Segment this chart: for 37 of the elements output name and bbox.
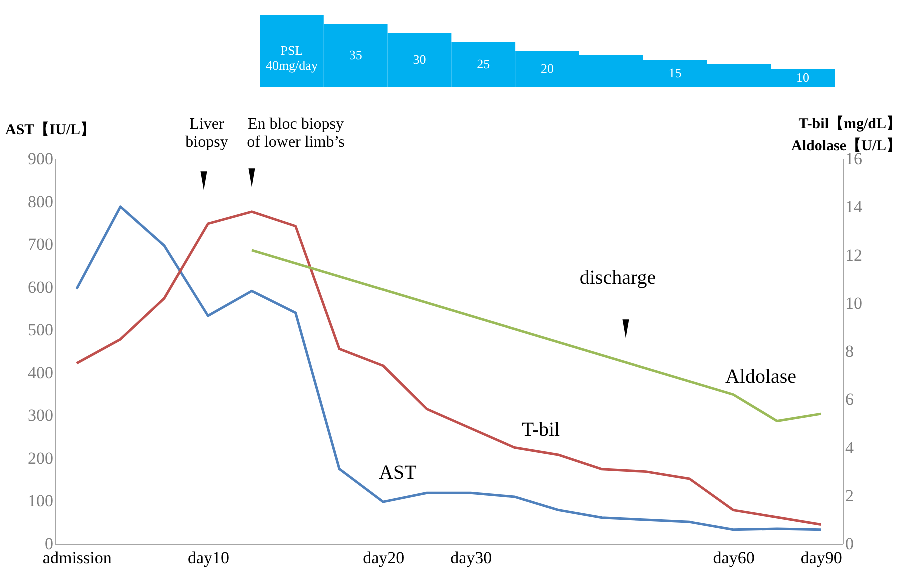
data-label: 35	[349, 48, 362, 62]
data-label: 25	[477, 56, 490, 72]
y-tick-label: 700	[28, 235, 54, 254]
y2-tick-label: 12	[846, 246, 862, 265]
x-tick-label: day20	[363, 548, 405, 568]
y-tick-label: 500	[28, 320, 54, 340]
y-tick-label: 400	[28, 363, 54, 382]
y2-tick-label: 2	[846, 486, 854, 506]
y-tick-label: 600	[28, 278, 54, 297]
y-tick-label: 300	[28, 406, 54, 426]
line-series	[250, 249, 822, 423]
y-tick-label: 100	[28, 492, 54, 511]
series-label: AST	[379, 462, 417, 484]
y-axis-title: AST【IU/L】	[6, 122, 96, 138]
annotation: discharge	[580, 267, 656, 289]
x-tick-label: day90	[800, 548, 842, 568]
series-label: Aldolase	[725, 366, 797, 388]
data-label: PSL 40mg/day	[266, 43, 318, 73]
data-label: 30	[413, 52, 426, 67]
y2-tick-label: 14	[846, 198, 863, 217]
y2-tick-label: 8	[846, 342, 854, 361]
data-label: 15	[668, 66, 682, 80]
y2-tick-label: 10	[846, 294, 862, 313]
x-tick-label: day30	[450, 548, 492, 568]
x-tick-label: day60	[713, 548, 755, 568]
y2-tick-label: 6	[846, 390, 854, 410]
data-label: 10	[796, 70, 810, 85]
series-label: T-bil	[522, 419, 561, 441]
y-tick-label: 800	[28, 192, 54, 212]
y2-tick-label: 4	[846, 438, 854, 458]
x-tick-label: day10	[188, 548, 230, 568]
y-tick-label: 200	[28, 448, 54, 468]
y-tick-label: 900	[28, 150, 54, 168]
y2-tick-label: 0	[846, 534, 854, 554]
text: En bloc biopsy of lower limb’s	[247, 116, 345, 151]
text: Liver biopsy	[186, 116, 228, 151]
data-label: 20	[541, 61, 554, 76]
